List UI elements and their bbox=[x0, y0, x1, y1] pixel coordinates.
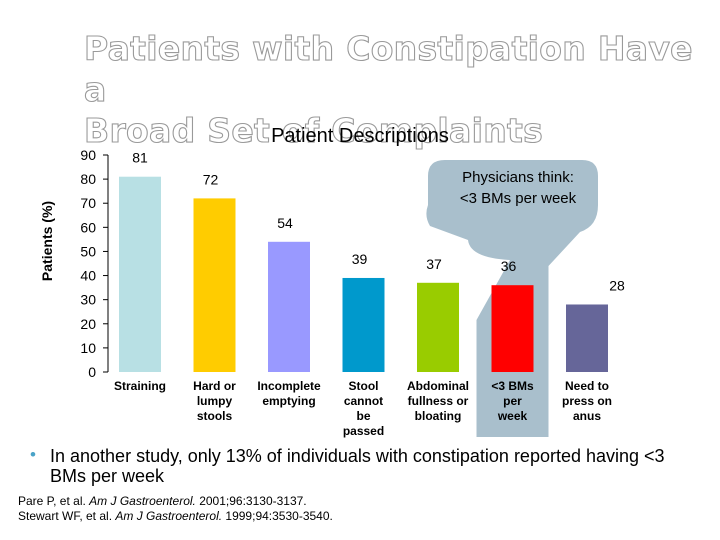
reference-1: Pare P, et al. Am J Gastroenterol. 2001;… bbox=[18, 494, 307, 508]
y-tick-label-20: 20 bbox=[80, 316, 96, 332]
data-label-3: 54 bbox=[277, 215, 293, 231]
chart-title: Patient Descriptions bbox=[271, 125, 449, 147]
data-label-6: 36 bbox=[501, 258, 517, 274]
y-tick-label-30: 30 bbox=[80, 292, 96, 308]
y-tick-label-0: 0 bbox=[88, 364, 96, 380]
slide-title-line-2: Broad Set of Complaints bbox=[83, 110, 544, 150]
data-label-5: 37 bbox=[426, 256, 442, 272]
y-tick-label-60: 60 bbox=[80, 219, 96, 235]
bar-3 bbox=[268, 241, 310, 372]
category-label-2-line-3: stools bbox=[197, 409, 233, 423]
category-label-7-line-3: anus bbox=[573, 409, 601, 423]
category-label-5-line-2: fullness or bbox=[408, 394, 469, 408]
bullet-icon: • bbox=[30, 445, 36, 464]
y-tick-label-90: 90 bbox=[80, 147, 96, 163]
y-tick-label-40: 40 bbox=[80, 268, 96, 284]
category-label-6-line-1: <3 BMs bbox=[491, 379, 534, 393]
data-label-2: 72 bbox=[203, 171, 219, 187]
bar-6 bbox=[491, 285, 534, 372]
category-label-6-line-2: per bbox=[503, 394, 522, 408]
footnote-text: In another study, only 13% of individual… bbox=[50, 446, 665, 486]
data-label-1: 81 bbox=[132, 150, 148, 166]
category-label-3-line-1: Incomplete bbox=[257, 379, 321, 393]
category-label-4-line-4: passed bbox=[343, 424, 384, 438]
bar-1 bbox=[119, 176, 161, 372]
reference-2: Stewart WF, et al. Am J Gastroenterol. 1… bbox=[18, 509, 333, 523]
bar-4 bbox=[342, 277, 385, 372]
category-label-7-line-1: Need to bbox=[565, 379, 609, 393]
category-label-2-line-1: Hard or bbox=[193, 379, 236, 393]
bar-5 bbox=[417, 282, 459, 372]
slide-title-line-1: Patients with Constipation Have a bbox=[83, 28, 693, 109]
footnote-bullet: • In another study, only 13% of individu… bbox=[30, 445, 690, 486]
y-axis-label: Patients (%) bbox=[39, 201, 55, 281]
y-tick-label-10: 10 bbox=[80, 340, 96, 356]
physicians-callout-line-2: <3 BMs per week bbox=[460, 190, 577, 207]
physicians-callout-line-1: Physicians think: bbox=[462, 169, 574, 186]
data-label-7: 28 bbox=[609, 277, 625, 293]
category-label-5-line-1: Abdominal bbox=[407, 379, 469, 393]
bar-7 bbox=[566, 304, 608, 372]
category-label-5-line-3: bloating bbox=[415, 409, 462, 423]
category-label-4-line-2: cannot bbox=[344, 394, 383, 408]
category-label-3-line-2: emptying bbox=[262, 394, 315, 408]
category-label-4-line-3: be bbox=[356, 409, 370, 423]
y-tick-label-70: 70 bbox=[80, 195, 96, 211]
category-label-7-line-2: press on bbox=[562, 394, 612, 408]
category-label-1-line-1: Straining bbox=[114, 379, 166, 393]
category-label-2-line-2: lumpy bbox=[197, 394, 233, 408]
category-label-6-line-3: week bbox=[497, 409, 528, 423]
category-label-4-line-1: Stool bbox=[349, 379, 379, 393]
data-label-4: 39 bbox=[352, 251, 368, 267]
y-tick-label-80: 80 bbox=[80, 171, 96, 187]
references: Pare P, et al. Am J Gastroenterol. 2001;… bbox=[18, 494, 333, 524]
y-tick-label-50: 50 bbox=[80, 243, 96, 259]
slide-title: Patients with Constipation Have a Broad … bbox=[83, 28, 704, 151]
bar-2 bbox=[193, 198, 236, 372]
bar-chart: Physicians think: <3 BMs per week Patient… bbox=[39, 125, 625, 438]
